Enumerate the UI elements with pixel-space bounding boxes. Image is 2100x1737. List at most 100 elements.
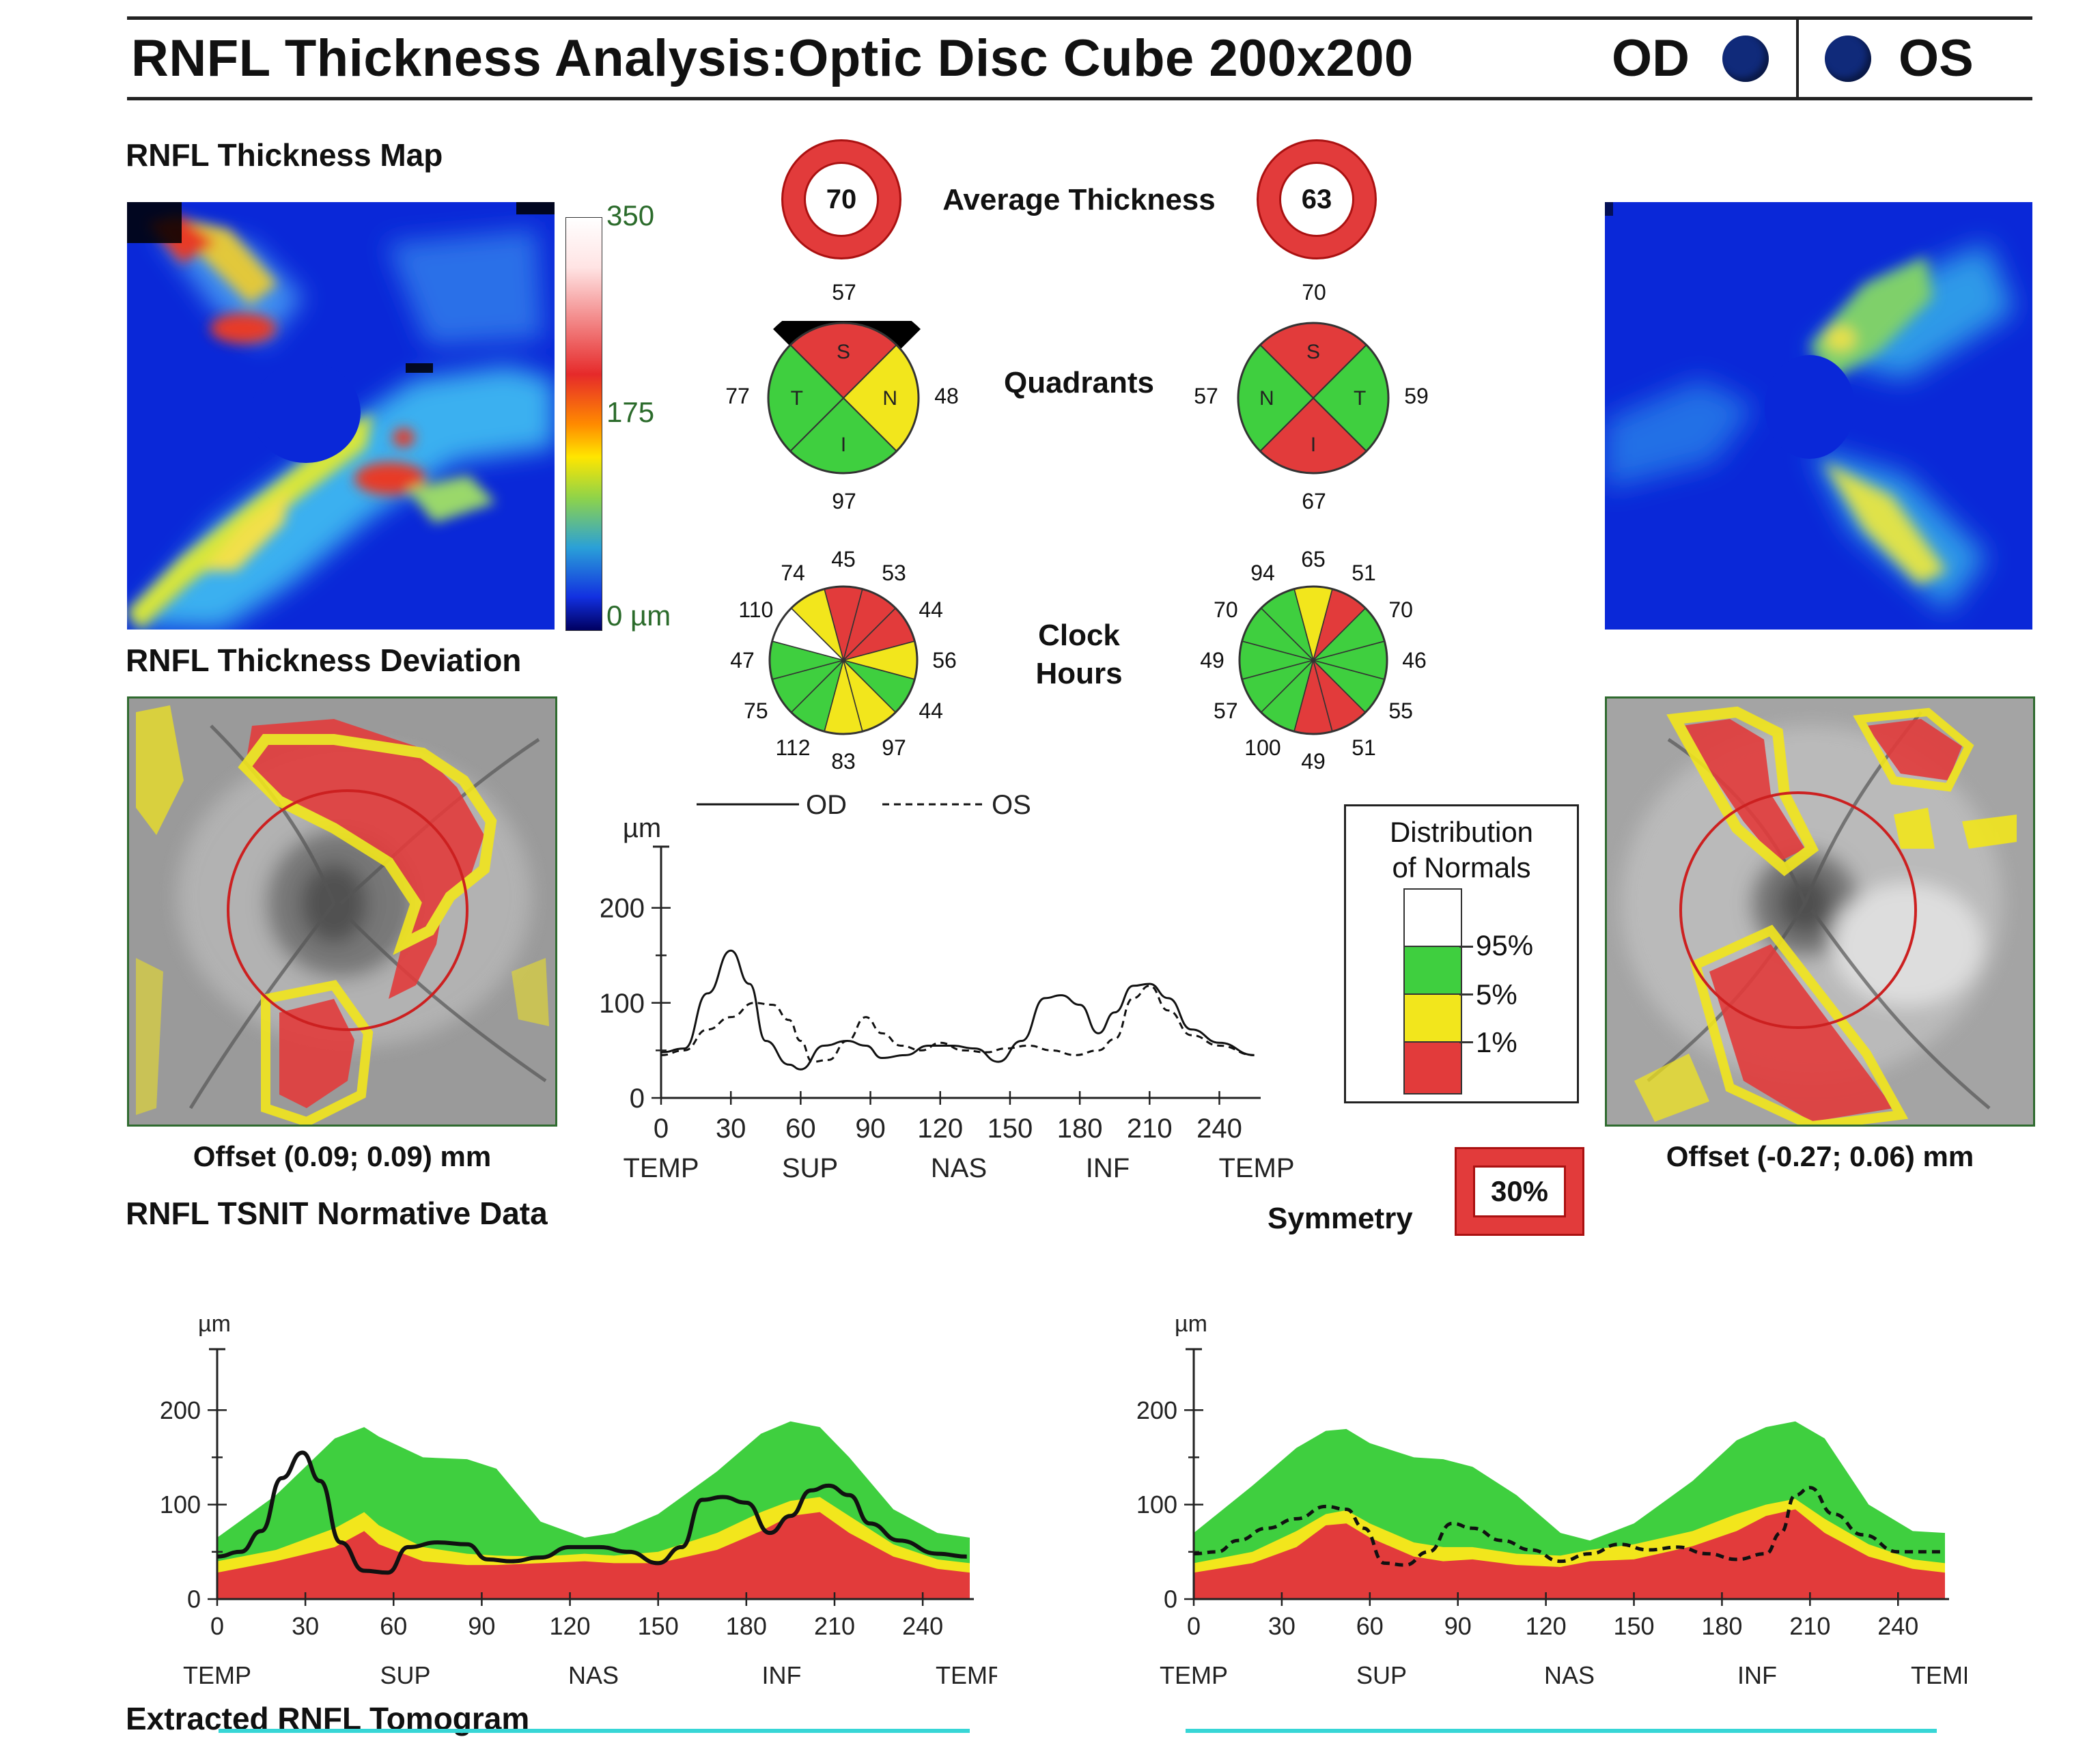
os-average-thickness-value: 63 bbox=[1279, 162, 1354, 237]
os-quadrant-top-value: 70 bbox=[1302, 280, 1326, 305]
x-tick-label: 150 bbox=[1613, 1612, 1654, 1640]
os-deviation-map bbox=[1605, 696, 2035, 1127]
x-tick-label: 120 bbox=[917, 1114, 963, 1144]
distribution-of-normals-box: Distribution of Normals 95% 5% 1% bbox=[1344, 804, 1579, 1103]
y-tick-label: 0 bbox=[1164, 1585, 1177, 1613]
symmetry-label: Symmetry bbox=[1268, 1202, 1413, 1235]
os-clock-value-10: 46 bbox=[1402, 648, 1427, 673]
od-clock-value-7: 83 bbox=[831, 749, 856, 774]
clock-hours-label-line2: Hours bbox=[1035, 657, 1123, 690]
od-tsnit-normative-chart: 0 100 200 0 30 60 90 120 150 180 210 240 TEMP SUP NAS I… bbox=[160, 1311, 997, 1689]
distribution-tick-95 bbox=[1459, 946, 1473, 948]
od-quadrant-bottom-value: 97 bbox=[832, 489, 856, 513]
distribution-white-swatch bbox=[1403, 888, 1462, 948]
os-quadrant-left-value: 57 bbox=[1194, 384, 1218, 408]
os-clock-value-2: 94 bbox=[1250, 560, 1275, 585]
distribution-red-swatch bbox=[1403, 1041, 1462, 1095]
od-label: OD bbox=[1612, 29, 1690, 87]
x-tick-label: 120 bbox=[550, 1612, 591, 1640]
legend-od-label: OD bbox=[806, 790, 847, 820]
series-os-line bbox=[1193, 1486, 1942, 1567]
os-clock-value-12: 51 bbox=[1352, 560, 1376, 585]
od-deviation-map bbox=[127, 696, 557, 1127]
x-tick-label: 180 bbox=[1701, 1612, 1742, 1640]
os-quadrant-right-value: 59 bbox=[1404, 384, 1429, 408]
band-red-area bbox=[217, 1512, 970, 1599]
os-quadrant-outline bbox=[1237, 322, 1390, 475]
symmetry-box: 30% bbox=[1455, 1147, 1584, 1236]
thickness-deviation-label: RNFL Thickness Deviation bbox=[126, 642, 522, 678]
x-tick-label: 30 bbox=[1268, 1612, 1296, 1640]
x-tick-label: 240 bbox=[902, 1612, 943, 1640]
os-quadrant-T-letter: T bbox=[1354, 387, 1366, 410]
os-quadrant-I-letter: I bbox=[1311, 434, 1316, 456]
region-label: TEMP bbox=[623, 1153, 699, 1183]
clock-hours-label-line1: Clock bbox=[1038, 619, 1120, 652]
os-thickness-map bbox=[1605, 202, 2032, 630]
distribution-level-95: 95% bbox=[1476, 929, 1534, 961]
od-quadrant-left-value: 77 bbox=[725, 384, 750, 408]
tsnit-comparison-chart: 0 100 200 0 30 60 90 120 150 180 210 240 TEMP SUP NAS I… bbox=[601, 790, 1295, 1183]
od-clock-value-10: 47 bbox=[730, 648, 755, 673]
os-eye-dot-icon bbox=[1825, 36, 1871, 82]
region-label: TEMP bbox=[936, 1661, 997, 1689]
x-tick-label: 210 bbox=[814, 1612, 855, 1640]
od-quadrant-outline bbox=[767, 322, 920, 475]
y-tick-label: 0 bbox=[187, 1585, 201, 1613]
od-thickness-map bbox=[127, 202, 555, 630]
os-clock-value-11: 70 bbox=[1388, 597, 1413, 622]
od-clock-outline bbox=[768, 585, 919, 735]
x-tick-label: 150 bbox=[988, 1114, 1033, 1144]
x-tick-label: 0 bbox=[654, 1114, 669, 1144]
region-label: TEMP bbox=[1911, 1661, 1967, 1689]
y-tick-label: 200 bbox=[1136, 1396, 1177, 1424]
os-quadrant-S-letter: S bbox=[1306, 341, 1320, 363]
x-tick-label: 0 bbox=[1187, 1612, 1201, 1640]
x-tick-label: 60 bbox=[1356, 1612, 1384, 1640]
x-tick-label: 60 bbox=[380, 1612, 407, 1640]
colorbar-top-label: 350 bbox=[606, 199, 655, 231]
os-average-thickness-ring: 63 bbox=[1257, 139, 1377, 259]
os-clock-outline bbox=[1238, 585, 1388, 735]
distribution-level-1: 1% bbox=[1476, 1026, 1517, 1058]
x-tick-label: 150 bbox=[638, 1612, 679, 1640]
region-label: SUP bbox=[1356, 1661, 1407, 1689]
y-tick-label: 100 bbox=[1136, 1491, 1177, 1519]
symmetry-value: 30% bbox=[1473, 1166, 1566, 1217]
region-label: NAS bbox=[1544, 1661, 1595, 1689]
average-thickness-label: Average Thickness bbox=[942, 183, 1216, 216]
od-clock-value-11: 110 bbox=[738, 597, 774, 622]
region-label: NAS bbox=[931, 1153, 987, 1183]
os-clock-value-3: 70 bbox=[1214, 597, 1238, 622]
od-tomogram-strip bbox=[219, 1729, 970, 1733]
colorbar-bottom-label: 0 µm bbox=[606, 599, 671, 632]
od-quadrant-T-letter: T bbox=[791, 387, 803, 410]
os-clock-value-1: 65 bbox=[1301, 547, 1326, 571]
quadrants-label: Quadrants bbox=[1003, 366, 1155, 399]
report-title: RNFL Thickness Analysis:Optic Disc Cube … bbox=[131, 29, 1414, 87]
x-tick-label: 90 bbox=[855, 1114, 886, 1144]
x-tick-label: 90 bbox=[1444, 1612, 1472, 1640]
od-clock-value-1: 45 bbox=[831, 547, 856, 571]
region-label: SUP bbox=[782, 1153, 838, 1183]
os-clock-value-6: 100 bbox=[1244, 735, 1281, 761]
x-tick-label: 210 bbox=[1789, 1612, 1830, 1640]
region-label: TEMP bbox=[183, 1661, 251, 1689]
colorbar-mid-label: 175 bbox=[606, 396, 655, 428]
distribution-title-line2: of Normals bbox=[1392, 851, 1531, 884]
os-quadrants-pie: S T I N bbox=[1237, 322, 1390, 475]
header-bottom-rule bbox=[127, 97, 2032, 100]
od-clock-value-9: 75 bbox=[744, 698, 768, 723]
x-tick-label: 60 bbox=[785, 1114, 816, 1144]
od-clock-hours-pie bbox=[768, 585, 919, 735]
x-tick-label: 0 bbox=[210, 1612, 224, 1640]
od-quadrant-N-letter: N bbox=[882, 387, 897, 410]
series-od-line bbox=[216, 1450, 967, 1575]
os-clock-value-7: 49 bbox=[1301, 749, 1326, 774]
os-clock-value-4: 49 bbox=[1200, 648, 1224, 673]
od-quadrant-S-letter: S bbox=[837, 341, 850, 363]
thickness-map-label: RNFL Thickness Map bbox=[126, 137, 443, 173]
od-offset: Offset (0.09; 0.09) mm bbox=[193, 1140, 492, 1172]
region-label: SUP bbox=[380, 1661, 430, 1689]
region-label: INF bbox=[1086, 1153, 1130, 1183]
